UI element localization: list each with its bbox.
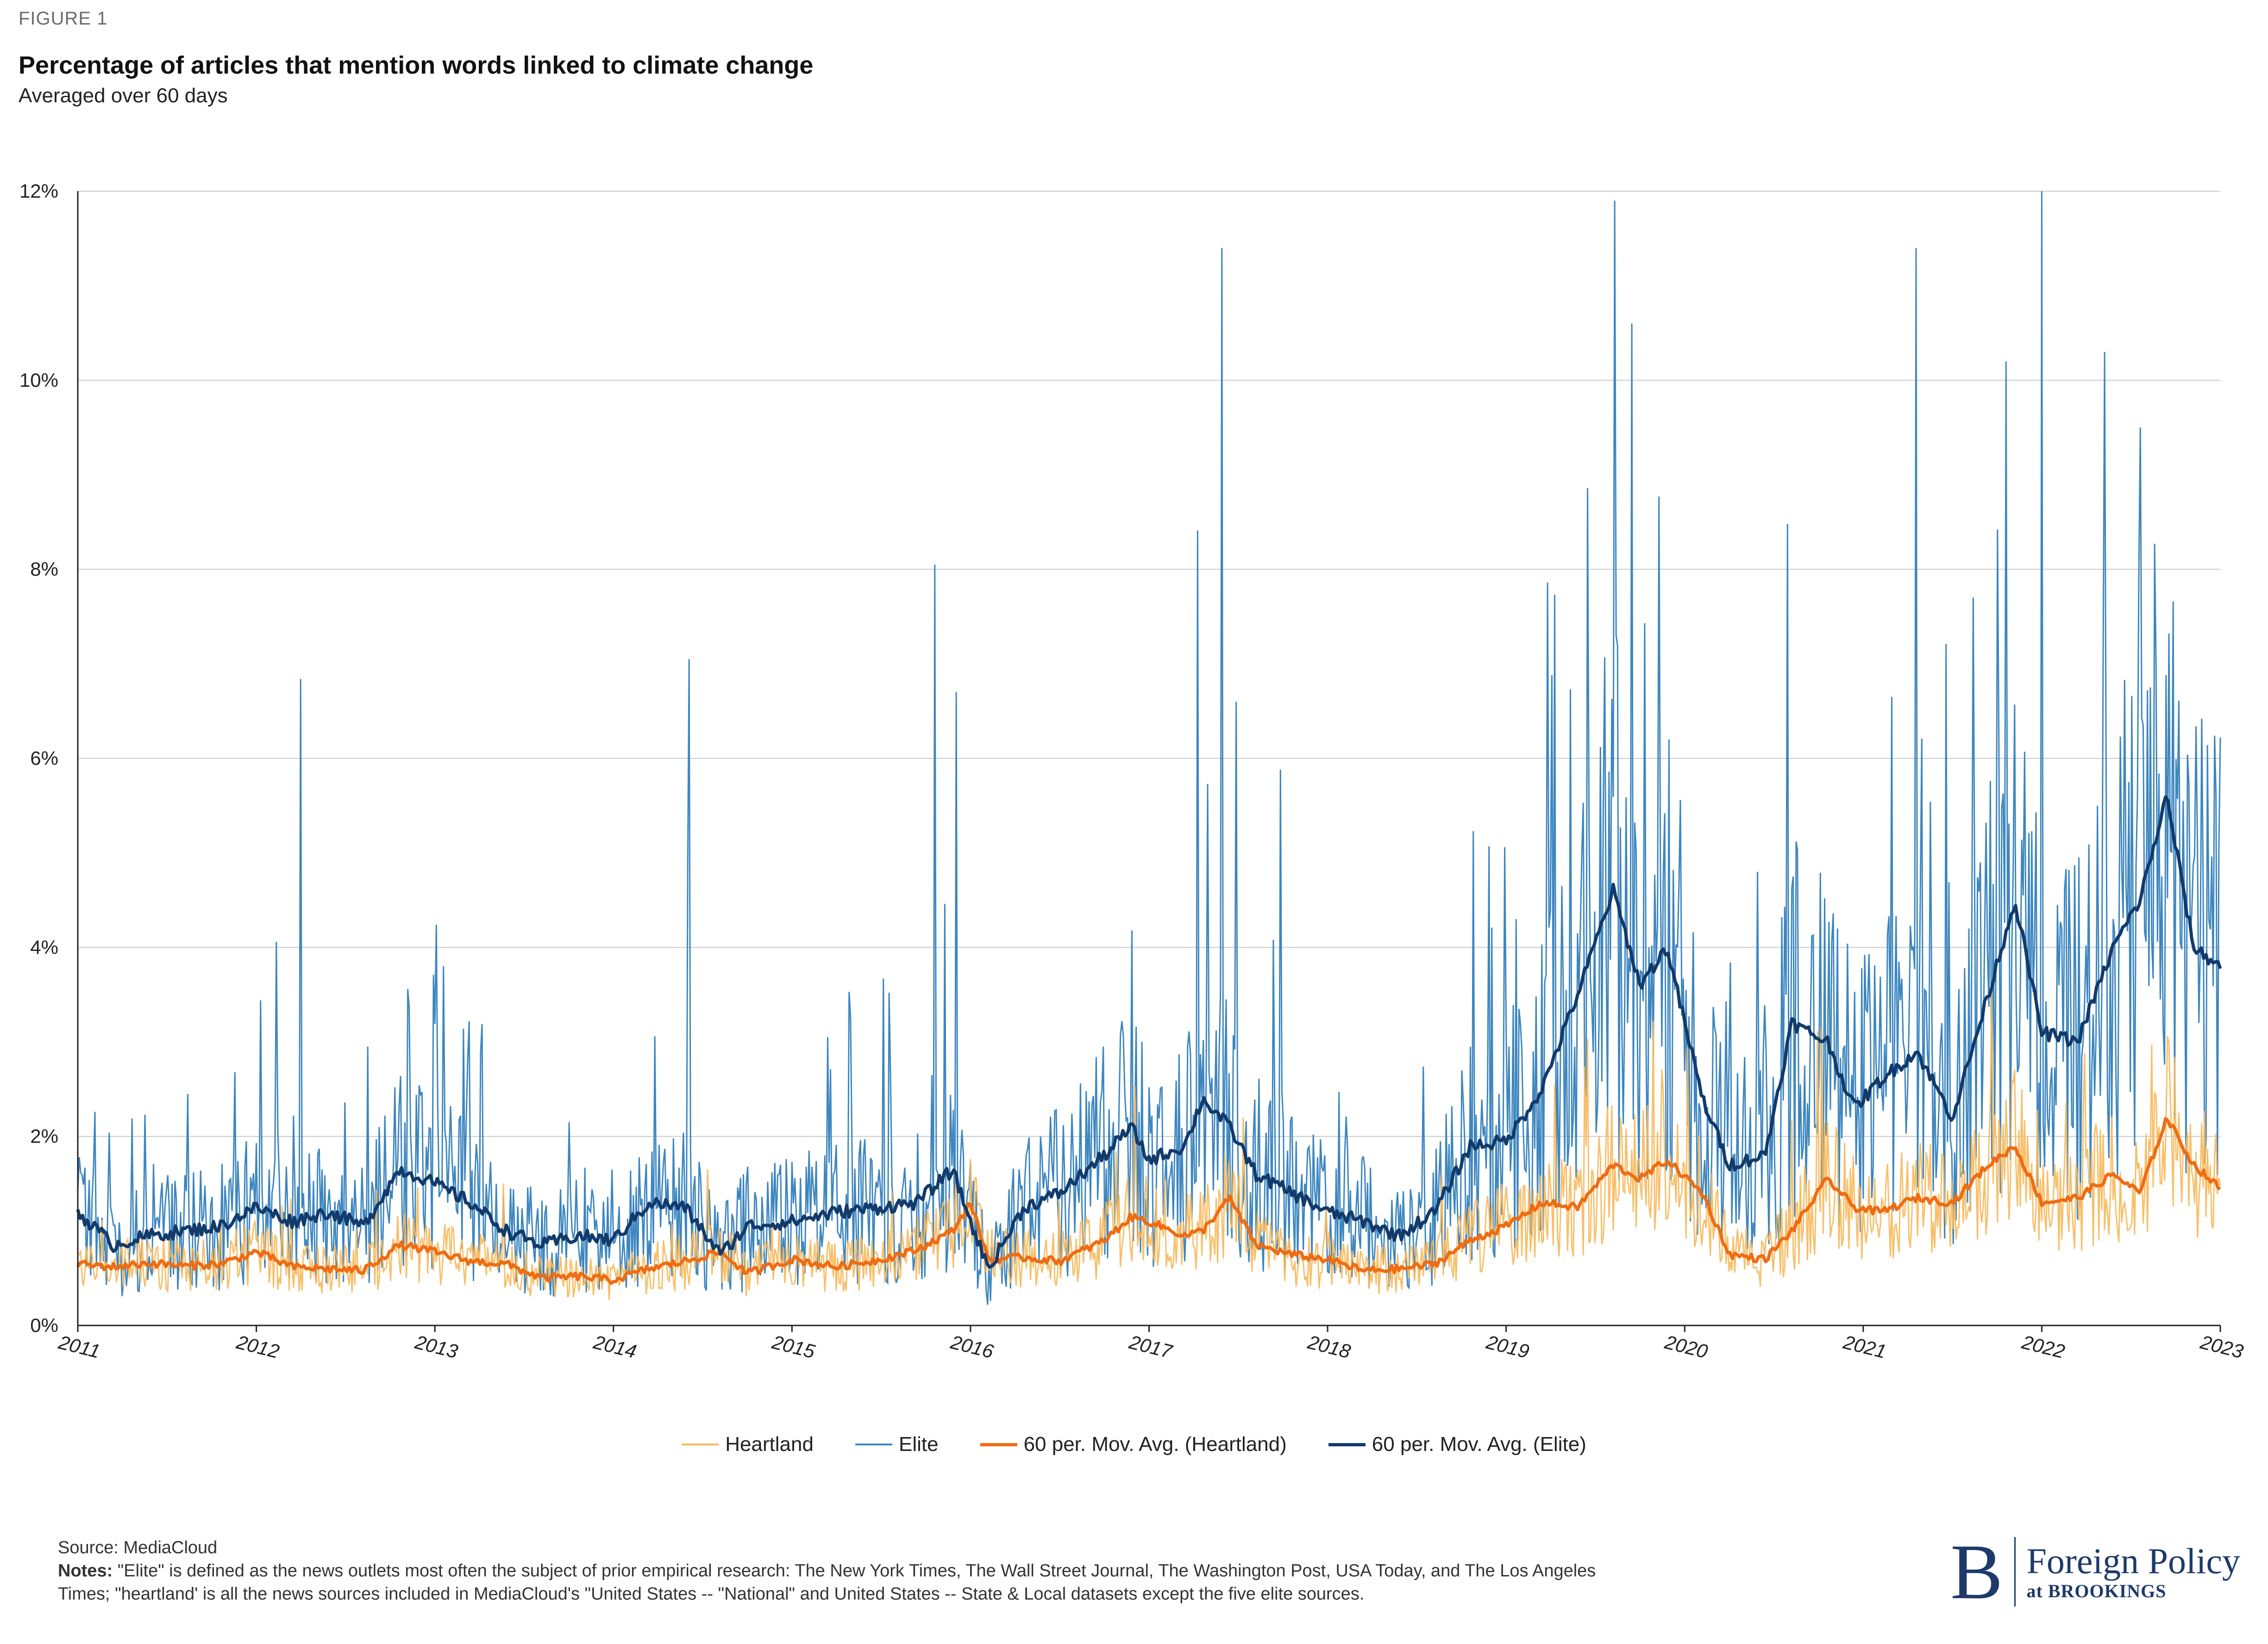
- series-ma-heartland-line: [76, 1117, 2221, 1285]
- x-tick-label: 2015: [770, 1331, 818, 1363]
- legend-swatch-heartland: [682, 1444, 719, 1445]
- y-tick-label: 8%: [30, 558, 58, 580]
- notes-text: "Elite" is defined as the news outlets m…: [58, 1561, 1596, 1604]
- x-tick-label: 2018: [1305, 1331, 1353, 1363]
- raw-series: [77, 191, 2221, 1305]
- chart-plot: 0% 2% 4% 6% 8% 10% 12% 2011 2012 2013 2014 2015 2016…: [19, 180, 2246, 1363]
- series-elite-line: [77, 191, 2221, 1305]
- chart-subtitle: Averaged over 60 days: [19, 84, 228, 107]
- series-heartland-line: [77, 987, 2221, 1300]
- series-ma-elite-line: [76, 795, 2222, 1269]
- y-tick-label: 10%: [19, 369, 58, 391]
- legend-label-ma-heartland: 60 per. Mov. Avg. (Heartland): [1023, 1433, 1287, 1456]
- footer-notes: Source: MediaCloud Notes: "Elite" is def…: [58, 1536, 1600, 1606]
- y-tick-label: 12%: [19, 180, 58, 202]
- legend-swatch-ma-heartland: [980, 1443, 1017, 1446]
- y-tick-label: 2%: [30, 1125, 58, 1147]
- notes-line: Notes: "Elite" is defined as the news ou…: [58, 1559, 1600, 1606]
- logo-name: Foreign Policy: [2026, 1540, 2241, 1581]
- x-tick-label: 2011: [56, 1331, 102, 1363]
- x-tick-label: 2017: [1127, 1331, 1175, 1363]
- legend-label-elite: Elite: [898, 1433, 939, 1456]
- logo-text: Foreign Policy at BROOKINGS: [2027, 1542, 2241, 1602]
- source-label: Source:: [58, 1538, 119, 1557]
- y-tick-label: 6%: [30, 747, 58, 769]
- legend-item-heartland: Heartland: [682, 1433, 814, 1456]
- legend-label-ma-elite: 60 per. Mov. Avg. (Elite): [1372, 1433, 1586, 1456]
- legend-item-elite: Elite: [855, 1433, 939, 1456]
- x-tick-label: 2019: [1484, 1331, 1531, 1363]
- source-line: Source: MediaCloud: [58, 1536, 1600, 1559]
- y-tick-label: 4%: [30, 936, 58, 958]
- source-text: MediaCloud: [123, 1538, 218, 1557]
- x-tick-label: 2012: [234, 1331, 282, 1363]
- axes: 0% 2% 4% 6% 8% 10% 12% 2011 2012 2013 2014 2015 2016…: [19, 180, 2246, 1363]
- logo-sub: at BROOKINGS: [2026, 1580, 2167, 1601]
- legend-swatch-elite: [855, 1444, 892, 1445]
- moving-average-series: [76, 795, 2222, 1285]
- y-tick-label: 0%: [30, 1314, 58, 1336]
- x-tick-label: 2022: [2019, 1331, 2067, 1363]
- chart-title: Percentage of articles that mention word…: [19, 51, 814, 79]
- legend-item-ma-heartland: 60 per. Mov. Avg. (Heartland): [980, 1433, 1287, 1456]
- legend-item-ma-elite: 60 per. Mov. Avg. (Elite): [1328, 1433, 1586, 1456]
- figure-label: FIGURE 1: [19, 8, 108, 29]
- x-tick-label: 2014: [591, 1331, 639, 1363]
- legend-swatch-ma-elite: [1328, 1443, 1366, 1446]
- brookings-logo: B Foreign Policy at BROOKINGS: [1950, 1528, 2241, 1615]
- x-tick-label: 2021: [1841, 1331, 1888, 1363]
- legend-label-heartland: Heartland: [725, 1433, 814, 1456]
- legend: Heartland Elite 60 per. Mov. Avg. (Heart…: [0, 1433, 2268, 1456]
- logo-mark: B: [1950, 1528, 2003, 1615]
- x-tick-label: 2020: [1662, 1331, 1710, 1363]
- x-tick-label: 2013: [413, 1331, 460, 1363]
- logo-divider: [2014, 1537, 2016, 1606]
- x-tick-label: 2016: [948, 1331, 996, 1363]
- x-tick-label: 2023: [2198, 1331, 2246, 1363]
- notes-label: Notes:: [58, 1561, 113, 1581]
